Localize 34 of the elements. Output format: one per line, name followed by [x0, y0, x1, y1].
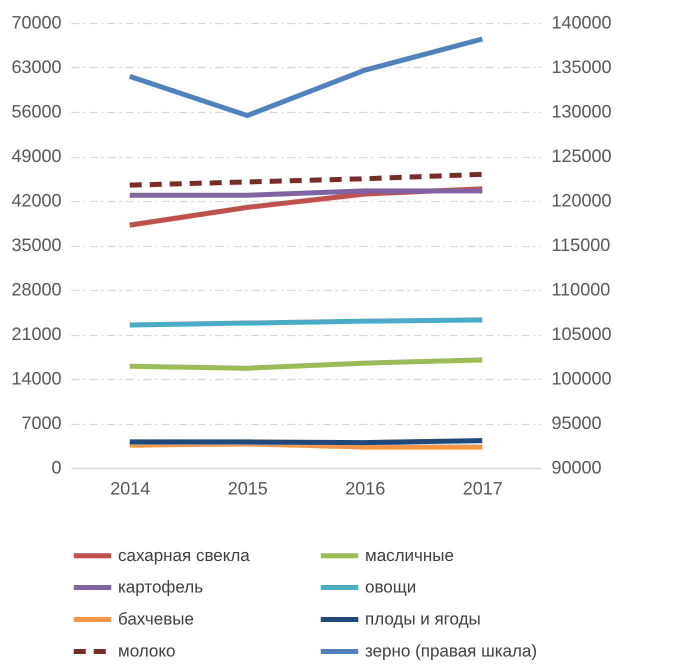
y-tick-label: 28000: [11, 280, 62, 300]
y2-tick-label: 110000: [552, 280, 610, 300]
y2-tick-label: 95000: [552, 413, 602, 433]
y-tick-label: 35000: [11, 235, 62, 255]
legend-label: картофель: [118, 578, 204, 596]
x-tick-label: 2015: [228, 478, 268, 498]
legend-label: сахарная свекла: [118, 546, 250, 565]
y2-tick-label: 120000: [552, 190, 612, 210]
y-tick-label: 14000: [11, 368, 62, 388]
y2-tick-label: 90000: [552, 458, 602, 478]
legend-label: плоды и ягоды: [365, 610, 481, 628]
y2-tick-label: 130000: [552, 102, 612, 122]
x-tick-label: 2017: [462, 478, 503, 498]
y2-tick-label: 115000: [552, 235, 610, 255]
y-tick-label: 42000: [11, 190, 62, 210]
y2-tick-label: 135000: [552, 57, 612, 77]
y-tick-label: 56000: [11, 102, 62, 122]
y-tick-label: 49000: [11, 146, 62, 166]
y-tick-label: 70000: [11, 12, 62, 32]
legend-label: овощи: [365, 578, 416, 596]
y-tick-label: 21000: [11, 324, 62, 344]
y-tick-label: 0: [51, 458, 62, 478]
legend-label: молоко: [118, 642, 176, 660]
legend-label: бахчевые: [118, 610, 194, 628]
y2-tick-label: 100000: [552, 368, 612, 388]
y-tick-label: 63000: [11, 57, 62, 77]
y2-tick-label: 140000: [552, 12, 612, 32]
y2-tick-label: 125000: [552, 146, 612, 166]
y-tick-label: 7000: [21, 413, 62, 433]
legend-label: зерно (правая шкала): [365, 642, 538, 660]
legend-label: масличные: [365, 546, 454, 565]
y2-tick-label: 105000: [552, 324, 612, 344]
x-tick-label: 2016: [345, 478, 386, 498]
x-tick-label: 2014: [110, 478, 150, 498]
